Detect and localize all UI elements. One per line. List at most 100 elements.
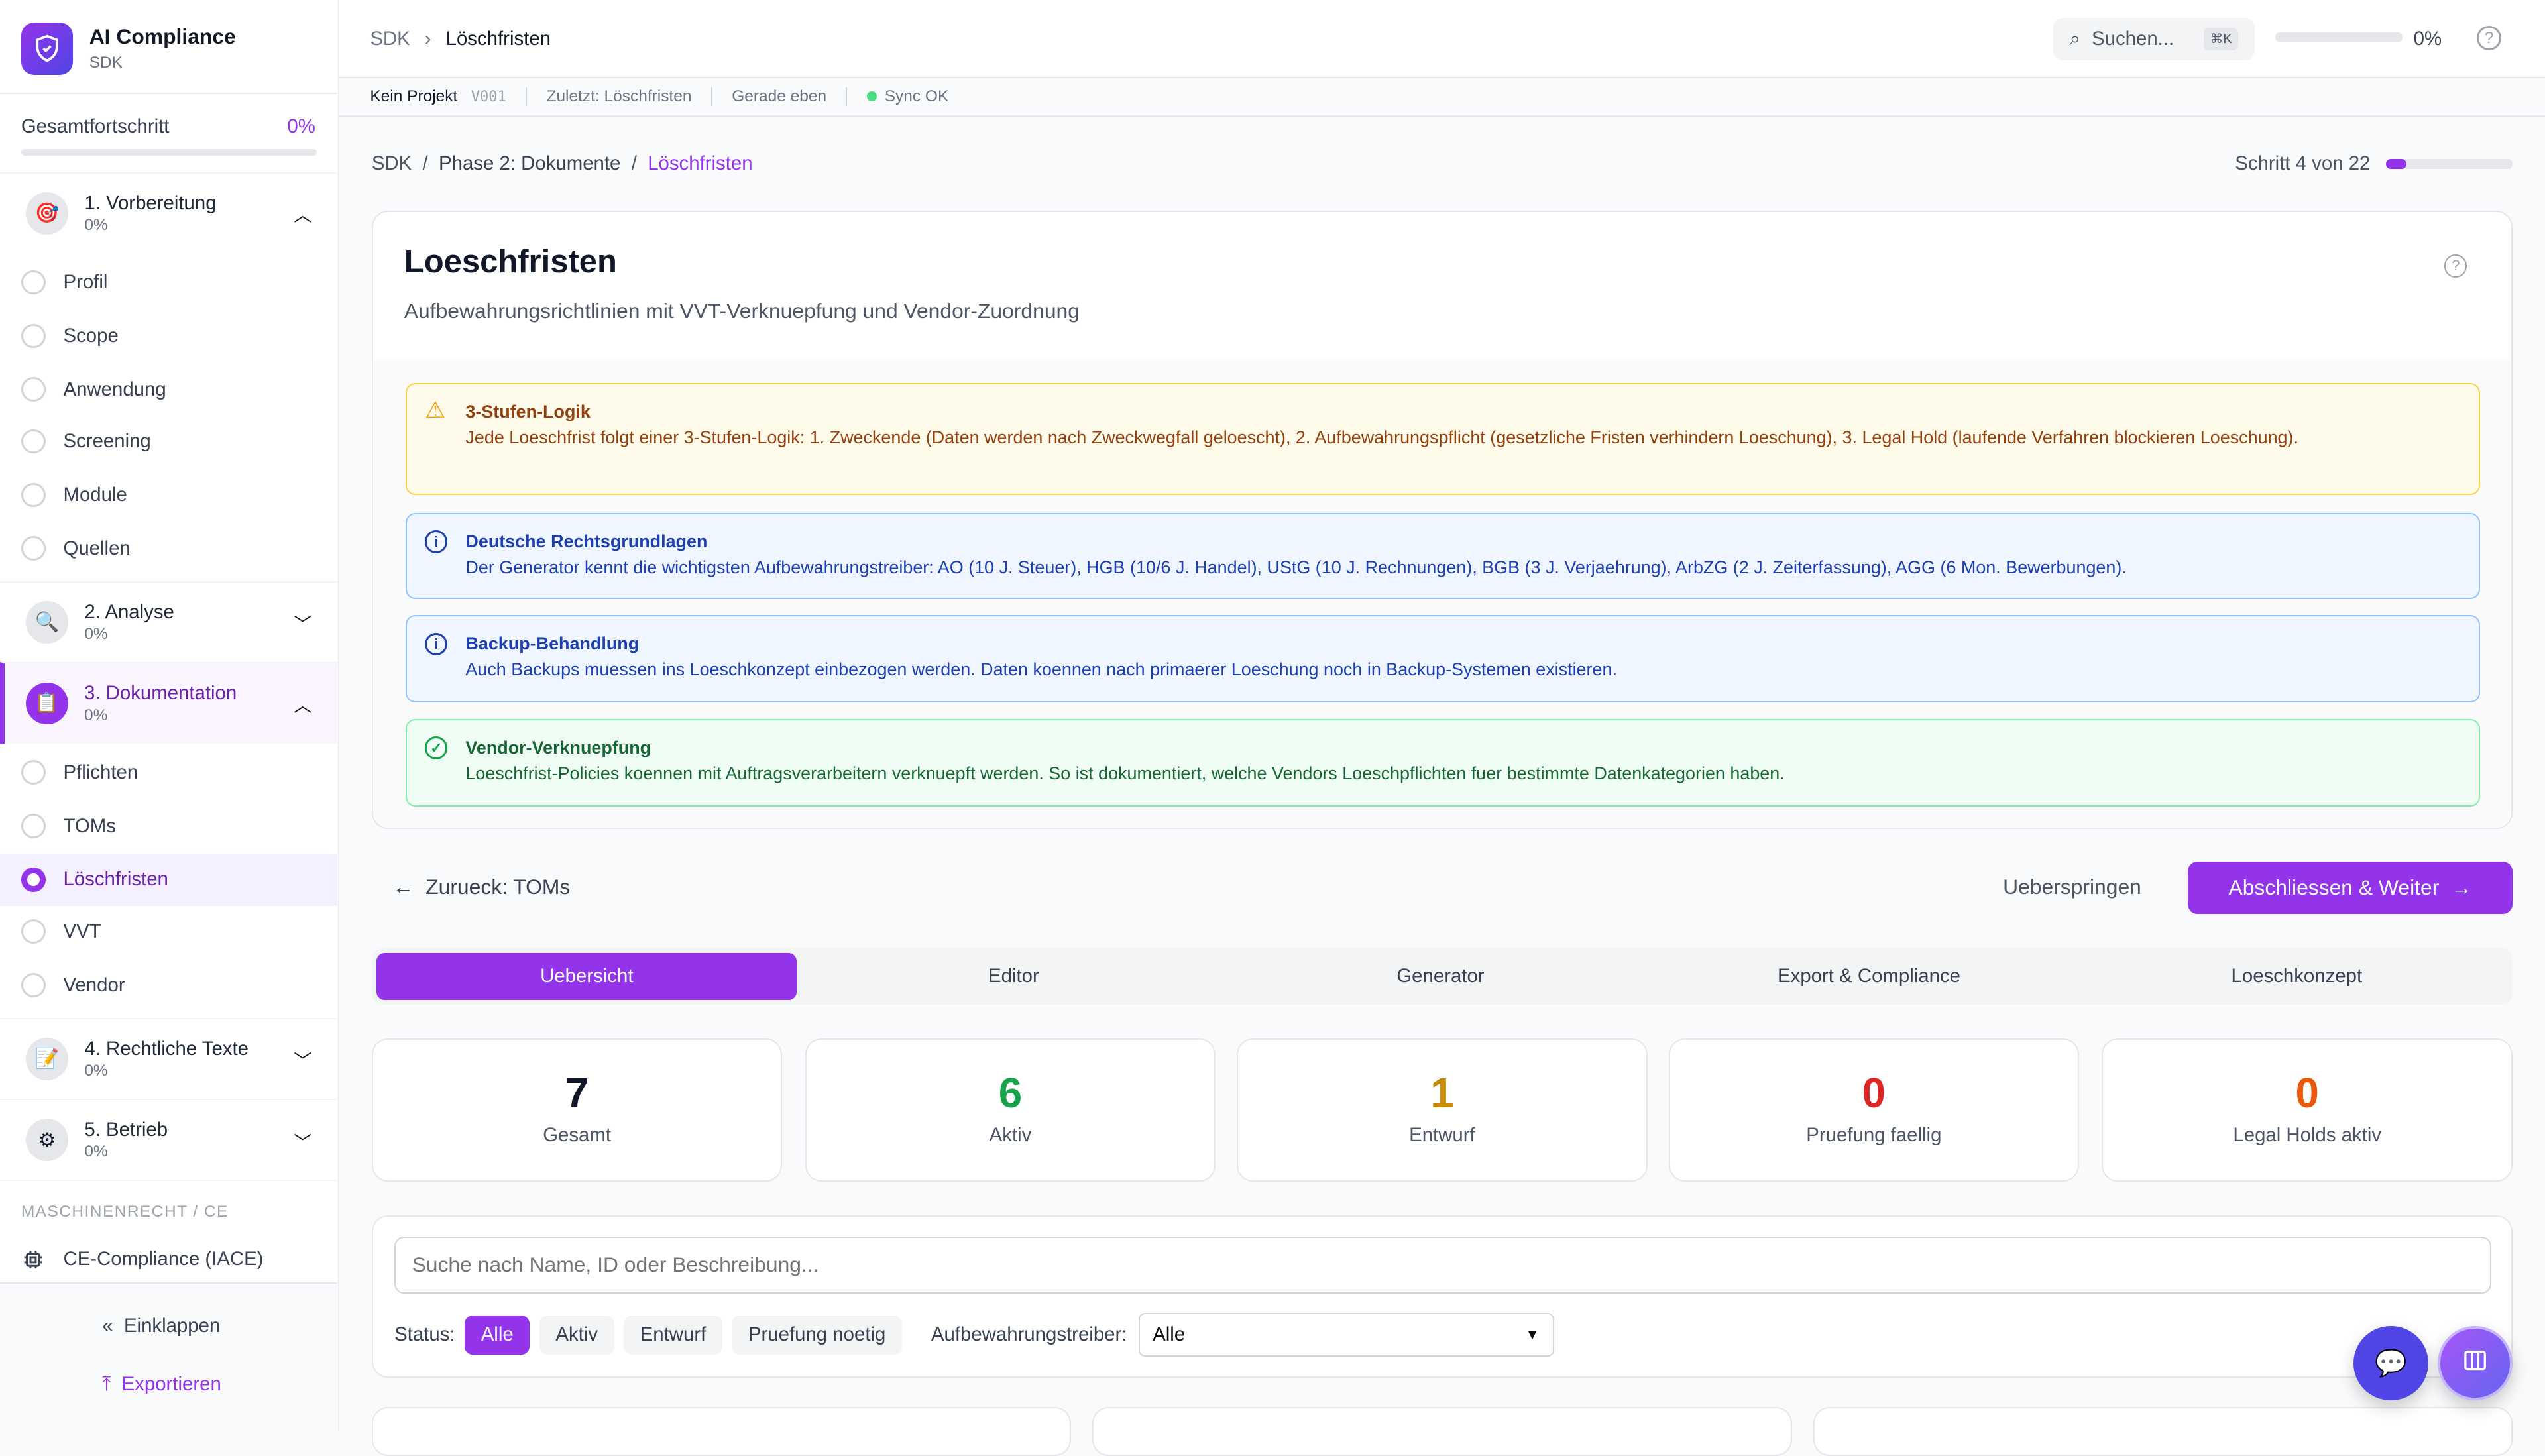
search-button[interactable]: ⌕ Suchen... ⌘K <box>2053 17 2255 60</box>
radio-icon <box>21 814 46 838</box>
sidebar-item-vvt[interactable]: VVT <box>0 906 337 958</box>
sidebar-item-pflichten[interactable]: Pflichten <box>0 747 337 799</box>
tab-loeschkonzept[interactable]: Loeschkonzept <box>2231 965 2363 987</box>
sidebar: AI Compliance SDK Gesamtfortschritt 0% 🎯… <box>0 0 339 1432</box>
item-label: Profil <box>63 271 108 294</box>
section-dokumentation[interactable]: 📋 3. Dokumentation 0% ︿ <box>0 662 338 744</box>
arrow-right-icon: → <box>2451 875 2472 900</box>
sync-status: Sync OK <box>884 87 949 105</box>
overall-progress-bar <box>21 149 317 156</box>
project-label: Kein Projekt <box>370 87 458 105</box>
item-label: VVT <box>63 920 101 942</box>
skip-button[interactable]: Ueberspringen <box>2003 875 2141 899</box>
driver-label: Aufbewahrungstreiber: <box>931 1323 1127 1346</box>
alert-3-stufen: ⚠ 3-Stufen-Logik Jede Loeschfrist folgt ei… <box>406 382 2481 495</box>
step-indicator: Schritt 4 von 22 <box>2235 152 2371 175</box>
filter-alle[interactable]: Alle <box>465 1316 530 1355</box>
stat-entwurf: 1 Entwurf <box>1237 1038 1648 1182</box>
back-button[interactable]: ← Zurueck: TOMs <box>393 875 571 899</box>
policy-card[interactable] <box>1092 1407 1792 1456</box>
clipboard-icon: 📋 <box>25 682 68 725</box>
sidebar-item-profil[interactable]: Profil <box>0 256 337 308</box>
radio-icon <box>21 536 46 561</box>
version-label: V001 <box>471 88 506 105</box>
warning-icon: ⚠ <box>425 397 445 423</box>
section-vorbereitung[interactable]: 🎯 1. Vorbereitung 0% ︿ <box>0 172 338 253</box>
stat-value: 6 <box>998 1070 1023 1117</box>
pencil-icon: 📝 <box>26 1037 68 1080</box>
page-subtitle: Aufbewahrungsrichtlinien mit VVT-Verknue… <box>404 298 1080 323</box>
item-label: Vendor <box>63 974 125 996</box>
tab-export-compliance[interactable]: Export & Compliance <box>1778 965 1960 987</box>
columns-icon <box>2462 1347 2488 1380</box>
alert-rechtsgrundlagen: i Deutsche Rechtsgrundlagen Der Generator … <box>406 512 2481 599</box>
check-circle-icon: ✓ <box>425 736 448 759</box>
complete-next-button[interactable]: Abschliessen & Weiter → <box>2188 862 2513 914</box>
chevrons-left-icon: « <box>102 1314 113 1337</box>
target-icon: 🎯 <box>26 192 68 235</box>
top-header: SDK › Löschfristen ⌕ Suchen... ⌘K 0% ? <box>339 0 2545 78</box>
chevron-down-icon: ▼ <box>1525 1326 1540 1343</box>
sidebar-item-loeschfristen[interactable]: Löschfristen <box>0 854 338 906</box>
item-label: Screening <box>63 430 151 453</box>
sidebar-item-vendor[interactable]: Vendor <box>0 959 337 1011</box>
status-label: Status: <box>394 1323 455 1346</box>
item-label: Löschfristen <box>63 868 168 891</box>
sidebar-item-quellen[interactable]: Quellen <box>0 523 337 575</box>
help-icon[interactable]: ? <box>2477 26 2501 50</box>
policy-card[interactable] <box>1813 1407 2513 1456</box>
breadcrumb-phase[interactable]: Phase 2: Dokumente <box>439 152 621 175</box>
collapse-button[interactable]: « Einklappen <box>102 1315 220 1337</box>
sidebar-item-ce-compliance[interactable]: CE-Compliance (IACE) <box>0 1233 337 1285</box>
filter-aktiv[interactable]: Aktiv <box>539 1316 614 1355</box>
section-betrieb[interactable]: ⚙ 5. Betrieb 0% ﹀ <box>0 1098 338 1180</box>
tab-uebersicht[interactable]: Uebersicht <box>376 952 797 1000</box>
search-input[interactable] <box>394 1237 2492 1294</box>
section-title: 5. Betrieb <box>84 1118 168 1141</box>
stat-label: Legal Holds aktiv <box>2233 1124 2382 1147</box>
page-title: Loeschfristen <box>404 244 617 280</box>
breadcrumb-sdk[interactable]: SDK <box>370 27 410 50</box>
section-title: 4. Rechtliche Texte <box>84 1037 249 1060</box>
tab-editor[interactable]: Editor <box>988 965 1039 987</box>
section-progress: 0% <box>84 1061 108 1080</box>
sidebar-item-module[interactable]: Module <box>0 469 337 521</box>
sidebar-item-screening[interactable]: Screening <box>0 416 337 467</box>
stat-value: 1 <box>1430 1070 1454 1117</box>
search-placeholder: Suchen... <box>2092 27 2175 50</box>
stat-pruefung-faellig: 0 Pruefung faellig <box>1668 1038 2080 1182</box>
policy-card[interactable] <box>371 1407 1072 1456</box>
next-label: Abschliessen & Weiter <box>2228 875 2440 900</box>
filter-entwurf[interactable]: Entwurf <box>624 1316 722 1355</box>
driver-select[interactable]: Alle ▼ <box>1138 1313 1554 1357</box>
section-title: 3. Dokumentation <box>84 682 237 704</box>
sidebar-item-anwendung[interactable]: Anwendung <box>0 364 337 416</box>
radio-icon <box>21 482 46 508</box>
columns-button[interactable] <box>2438 1325 2513 1401</box>
filter-pruefung-noetig[interactable]: Pruefung noetig <box>732 1316 902 1355</box>
help-icon[interactable]: ? <box>2444 254 2467 278</box>
section-analyse[interactable]: 🔍 2. Analyse 0% ﹀ <box>0 581 338 662</box>
sidebar-item-toms[interactable]: TOMs <box>0 800 337 852</box>
shortcut-badge: ⌘K <box>2203 27 2239 50</box>
saved-time: Gerade eben <box>710 87 846 106</box>
breadcrumb-current: Löschfristen <box>445 27 551 50</box>
upload-icon: ⤒ <box>102 1372 111 1395</box>
chevron-down-icon: ﹀ <box>294 1051 312 1072</box>
breadcrumb-sdk[interactable]: SDK <box>371 152 412 175</box>
tab-generator[interactable]: Generator <box>1396 965 1485 987</box>
chevron-up-icon: ︿ <box>294 695 312 716</box>
last-visited: Zuletzt: Löschfristen <box>526 87 711 106</box>
stat-aktiv: 6 Aktiv <box>805 1038 1216 1182</box>
app-subtitle: SDK <box>89 53 123 72</box>
back-label: Zurueck: TOMs <box>425 875 571 899</box>
alert-title: Vendor-Verknuepfung <box>465 737 651 757</box>
section-rechtliche-texte[interactable]: 📝 4. Rechtliche Texte 0% ﹀ <box>0 1017 338 1099</box>
export-button[interactable]: ⤒ Exportieren <box>102 1373 221 1396</box>
chat-button[interactable]: 💬 <box>2353 1325 2428 1401</box>
alert-title: 3-Stufen-Logik <box>465 401 591 421</box>
radio-icon <box>21 429 46 454</box>
sidebar-item-scope[interactable]: Scope <box>0 310 337 362</box>
chevron-down-icon: ﹀ <box>294 1132 312 1152</box>
stat-label: Gesamt <box>543 1124 612 1147</box>
